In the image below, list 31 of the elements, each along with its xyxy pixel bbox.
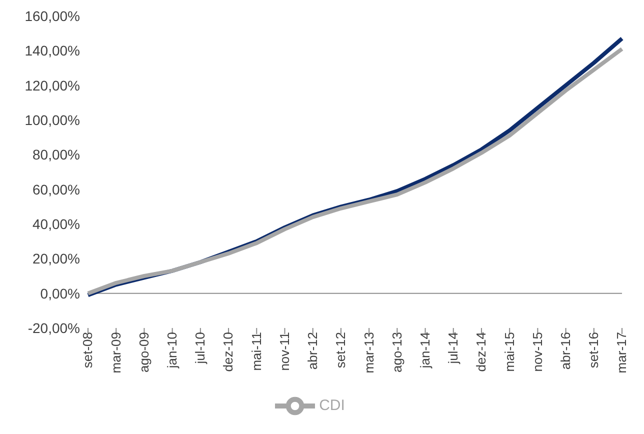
- y-tick-label: 140,00%: [24, 42, 80, 59]
- y-tick-label: -20,00%: [28, 320, 80, 336]
- x-tick-label: jul-10: [192, 332, 208, 365]
- x-tick-label: abr-12: [305, 332, 320, 370]
- x-tick-label: ago-13: [389, 332, 404, 372]
- x-tick-label: mai-11: [248, 332, 264, 371]
- x-tick-label: jul-14: [446, 332, 461, 365]
- y-tick-label: 80,00%: [32, 146, 80, 163]
- y-tick-label: 20,00%: [32, 250, 80, 267]
- x-tick-label: jan-10: [164, 332, 180, 370]
- x-tick-label: set-08: [80, 332, 96, 368]
- x-tick-label: abr-16: [558, 332, 574, 370]
- x-tick-label: set-16: [586, 332, 602, 368]
- x-tick-label: nov-15: [530, 332, 545, 372]
- x-tick-label: mai-15: [502, 332, 517, 372]
- y-tick-label: 160,00%: [24, 8, 80, 24]
- x-tick-label: dez-10: [220, 332, 236, 372]
- y-tick-label: 40,00%: [32, 216, 80, 232]
- y-tick-label: 120,00%: [24, 77, 80, 94]
- x-tick-label: mar-13: [361, 332, 376, 374]
- x-tick-label: mar-17: [614, 332, 630, 374]
- x-tick-label: mar-09: [108, 332, 124, 374]
- x-tick-label: dez-14: [474, 332, 489, 372]
- y-tick-label: 100,00%: [24, 112, 80, 128]
- x-tick-label: ago-09: [136, 332, 152, 372]
- y-tick-label: 60,00%: [32, 181, 80, 198]
- y-tick-label: 0,00%: [40, 285, 80, 302]
- x-tick-label: jan-14: [417, 332, 432, 370]
- legend-label: CDI: [319, 396, 345, 414]
- x-tick-label: set-12: [333, 332, 348, 368]
- x-tick-label: nov-11: [276, 332, 292, 371]
